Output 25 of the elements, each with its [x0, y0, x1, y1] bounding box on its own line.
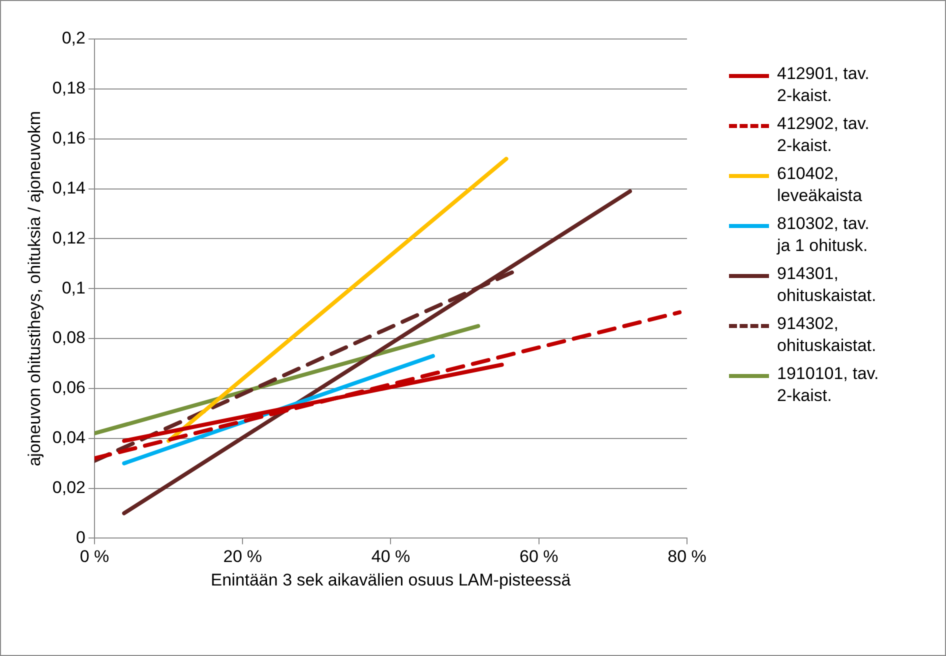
- y-tick-label: 0,06: [52, 378, 86, 398]
- legend-label: 914301, ohituskaistat.: [777, 263, 878, 307]
- legend-label: 412902, tav. 2-kaist.: [777, 113, 870, 157]
- x-tick-label: 0 %: [80, 547, 110, 566]
- y-tick-label: 0,02: [52, 478, 86, 497]
- y-tick-label: 0,04: [52, 428, 86, 448]
- x-tick-label: 80 %: [668, 547, 706, 566]
- legend-label: 412901, tav. 2-kaist.: [777, 63, 870, 107]
- y-tick-label: 0,14: [52, 178, 86, 198]
- legend-label: 810302, tav. ja 1 ohitusk.: [777, 213, 870, 257]
- y-tick-label: 0,18: [52, 78, 86, 98]
- legend-label: 610402, leveäkaista: [777, 163, 864, 207]
- y-tick-label: 0,08: [52, 328, 86, 348]
- y-tick-label: 0: [76, 528, 86, 547]
- x-tick-label: 60 %: [519, 547, 558, 566]
- y-axis-title: ajoneuvon ohitustiheys, ohituksia / ajoneuvokm: [24, 110, 44, 466]
- y-tick-label: 0,12: [52, 228, 86, 248]
- legend-label: 1910101, tav. 2-kaist.: [777, 363, 879, 407]
- x-tick-label: 40 %: [371, 547, 410, 566]
- legend-label: 914302, ohituskaistat.: [777, 313, 878, 357]
- x-tick-label: 20 %: [223, 547, 262, 566]
- y-tick-label: 0,1: [62, 278, 86, 298]
- x-axis-title: Enintään 3 sek aikavälien osuus LAM-pisteessä: [210, 570, 572, 590]
- y-tick-label: 0,16: [52, 128, 86, 148]
- y-tick-label: 0,2: [62, 28, 86, 48]
